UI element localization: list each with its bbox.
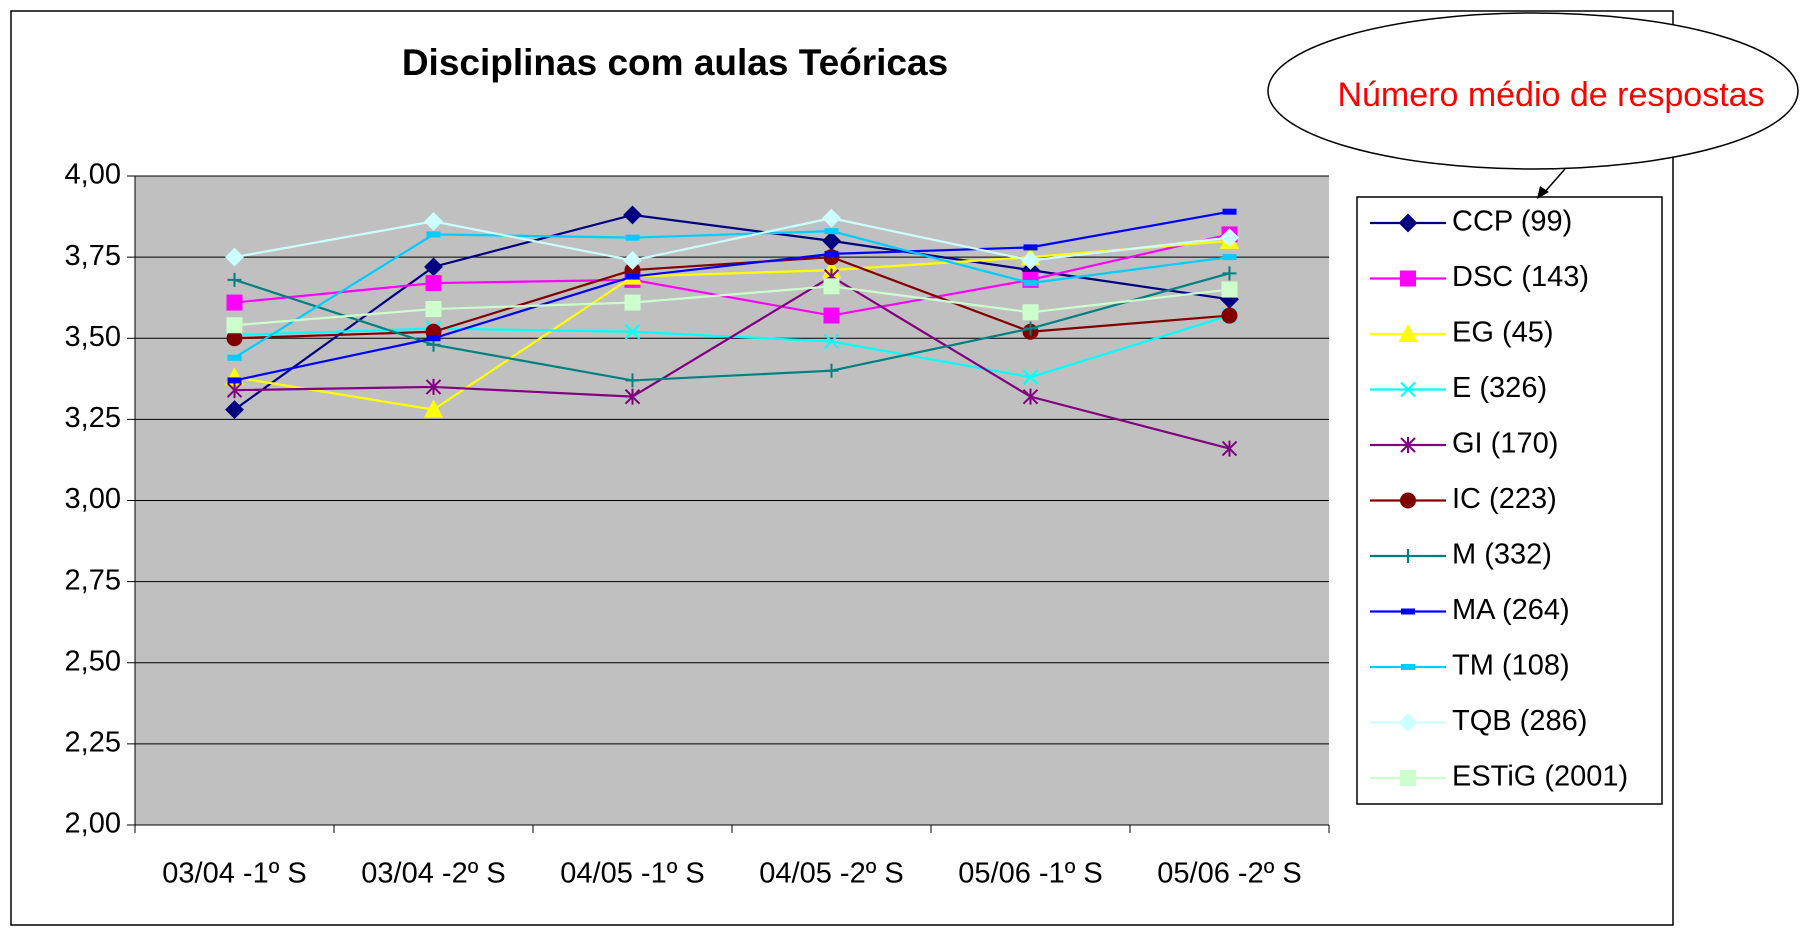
data-point: [1221, 281, 1238, 298]
data-point: [1023, 321, 1038, 336]
data-point: [1021, 250, 1040, 270]
legend-marker: [1398, 323, 1418, 342]
data-point: [623, 250, 642, 270]
x-tick-label: 03/04 -1º S: [162, 858, 306, 890]
data-point: [822, 208, 841, 228]
series-line: [234, 272, 1230, 382]
data-point: [227, 272, 242, 287]
data-point: [225, 400, 244, 420]
series-line: [234, 275, 1230, 450]
legend-marker: [1400, 492, 1416, 509]
legend-marker: [1400, 437, 1416, 453]
annotation-arrowhead: [1537, 186, 1549, 199]
x-tick-label: 04/05 -1º S: [560, 858, 704, 890]
series-line: [234, 217, 1230, 262]
data-point: [1022, 369, 1039, 385]
data-point: [426, 231, 441, 238]
x-tick-label: 03/04 -2º S: [361, 858, 505, 890]
legend-label: MA (264): [1452, 594, 1570, 626]
data-point: [425, 275, 442, 292]
series-line: [234, 210, 1230, 382]
data-point: [624, 388, 641, 405]
legend-label: M (332): [1452, 539, 1552, 571]
data-point: [823, 307, 840, 324]
data-point: [424, 212, 443, 231]
data-point: [1221, 440, 1238, 457]
data-point: [426, 335, 441, 342]
data-point: [425, 301, 442, 318]
legend-label: IC (223): [1452, 483, 1557, 515]
data-point: [227, 377, 242, 384]
data-point: [625, 273, 640, 280]
data-point: [624, 324, 641, 340]
data-point: [1022, 304, 1039, 321]
data-point: [226, 294, 243, 311]
data-point: [824, 250, 839, 257]
data-point: [423, 399, 444, 418]
data-point: [1222, 208, 1237, 215]
series-line: [234, 239, 1230, 411]
series-line: [233, 230, 1230, 359]
legend-label: CCP (99): [1452, 206, 1572, 238]
legend-label: TM (108): [1452, 650, 1570, 682]
data-point: [1220, 228, 1239, 248]
y-tick-label: 2,50: [65, 645, 121, 677]
data-point: [1023, 280, 1038, 287]
data-point: [823, 278, 840, 295]
data-point: [1222, 254, 1237, 261]
legend-marker: [1400, 770, 1416, 786]
series-line: [234, 233, 1230, 317]
data-point: [1023, 244, 1038, 251]
data-point: [824, 228, 839, 235]
y-tick-label: 3,25: [65, 402, 121, 434]
data-point: [623, 205, 642, 225]
data-point: [226, 382, 243, 399]
annotation-arrow: [1542, 168, 1566, 195]
data-point: [227, 354, 242, 361]
data-point: [226, 317, 243, 334]
legend-marker: [1400, 381, 1416, 398]
data-point: [824, 363, 839, 378]
data-point: [424, 257, 443, 277]
legend-label: DSC (143): [1452, 261, 1589, 293]
annotation-bubble: [1267, 12, 1799, 170]
data-point: [624, 294, 641, 311]
legend-label: EG (45): [1452, 317, 1554, 349]
data-point: [823, 333, 840, 350]
y-tick-label: 3,00: [65, 483, 121, 515]
chart-title: Disciplinas com aulas Teóricas: [402, 42, 948, 83]
legend-marker: [1401, 664, 1415, 670]
legend-marker: [1401, 549, 1415, 563]
data-point: [1022, 388, 1039, 405]
y-tick-label: 3,75: [65, 240, 121, 272]
series-line: [233, 213, 1230, 411]
data-point: [226, 330, 243, 347]
x-tick-label: 04/05 -2º S: [759, 858, 903, 890]
x-tick-label: 05/06 -1º S: [958, 858, 1102, 890]
data-point: [225, 247, 244, 267]
y-tick-label: 2,00: [65, 808, 121, 840]
data-point: [822, 231, 841, 251]
legend-label: TQB (286): [1452, 705, 1587, 737]
legend-marker: [1400, 270, 1416, 287]
x-tick-label: 05/06 -2º S: [1157, 858, 1301, 890]
data-point: [425, 378, 442, 395]
legend-label: E (326): [1452, 372, 1547, 404]
y-tick-label: 2,75: [65, 564, 121, 596]
data-point: [1221, 307, 1238, 324]
y-tick-label: 3,50: [65, 321, 121, 353]
y-tick-label: 4,00: [65, 159, 121, 191]
legend-marker: [1401, 608, 1415, 615]
annotation: Número médio de respostas: [1337, 76, 1764, 114]
data-point: [625, 234, 640, 241]
legend-label: ESTiG (2001): [1452, 761, 1628, 793]
series-line: [234, 285, 1230, 327]
legend-marker: [1398, 213, 1418, 233]
data-point: [625, 373, 640, 388]
legend-label: GI (170): [1452, 428, 1558, 460]
y-tick-label: 2,25: [65, 727, 121, 759]
data-point: [1222, 266, 1237, 281]
legend-marker: [1398, 713, 1418, 732]
